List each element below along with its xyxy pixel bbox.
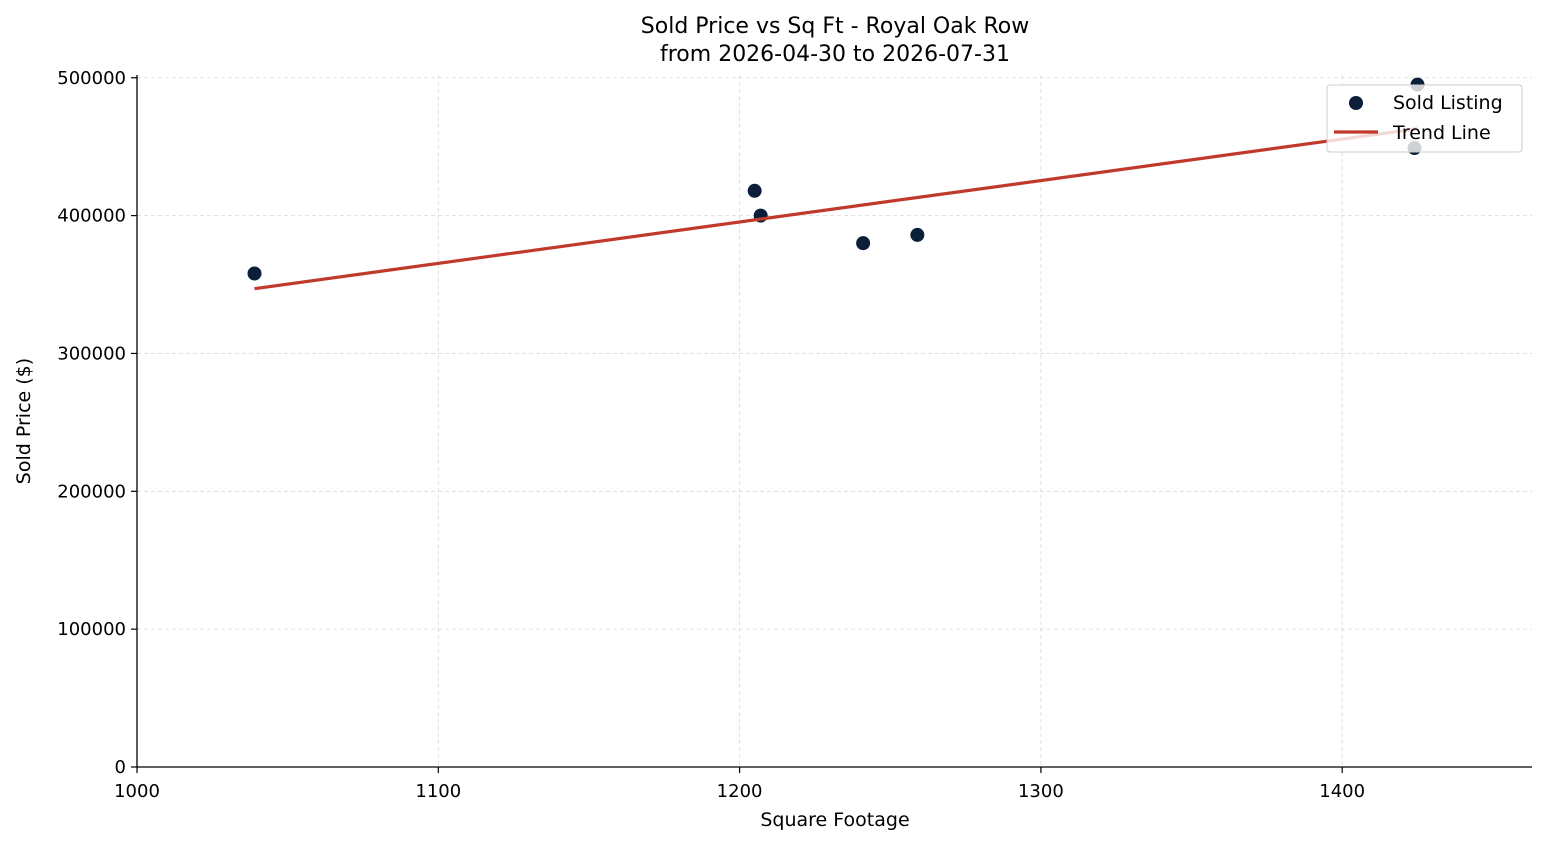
y-tick-label: 100000 xyxy=(57,619,126,640)
data-series xyxy=(247,77,1425,291)
legend-label-sold-listing: Sold Listing xyxy=(1393,92,1503,114)
trend-line xyxy=(254,127,1418,291)
y-tick-label: 200000 xyxy=(57,481,126,502)
x-axis-label: Square Footage xyxy=(760,809,909,831)
chart-title: Sold Price vs Sq Ft - Royal Oak Row xyxy=(641,14,1029,39)
legend-box xyxy=(1326,84,1523,153)
scatter-point xyxy=(856,236,871,251)
scatter-point xyxy=(910,227,925,242)
legend: Sold Listing Trend Line xyxy=(1326,84,1523,153)
y-tick-label: 400000 xyxy=(57,206,126,227)
y-tick-label: 500000 xyxy=(57,68,126,89)
x-tick-label: 1000 xyxy=(114,781,160,802)
legend-label-trend-line: Trend Line xyxy=(1392,122,1491,144)
grid-lines xyxy=(136,75,1532,768)
axes xyxy=(131,75,1532,773)
y-tick-label: 0 xyxy=(115,757,126,778)
x-tick-label: 1400 xyxy=(1319,781,1365,802)
x-tick-label: 1200 xyxy=(717,781,763,802)
chart-subtitle: from 2026-04-30 to 2026-07-31 xyxy=(660,42,1010,67)
x-tick-label: 1300 xyxy=(1018,781,1064,802)
legend-marker-sold-listing xyxy=(1349,96,1363,110)
x-tick-label: 1100 xyxy=(415,781,461,802)
scatter-point xyxy=(247,266,262,281)
y-tick-label: 300000 xyxy=(57,343,126,364)
scatter-point xyxy=(747,183,762,198)
tick-labels: 1000 1100 1200 1300 1400 0 100000 200000 300000 4… xyxy=(57,68,1365,802)
y-axis-label: Sold Price ($) xyxy=(13,358,35,484)
